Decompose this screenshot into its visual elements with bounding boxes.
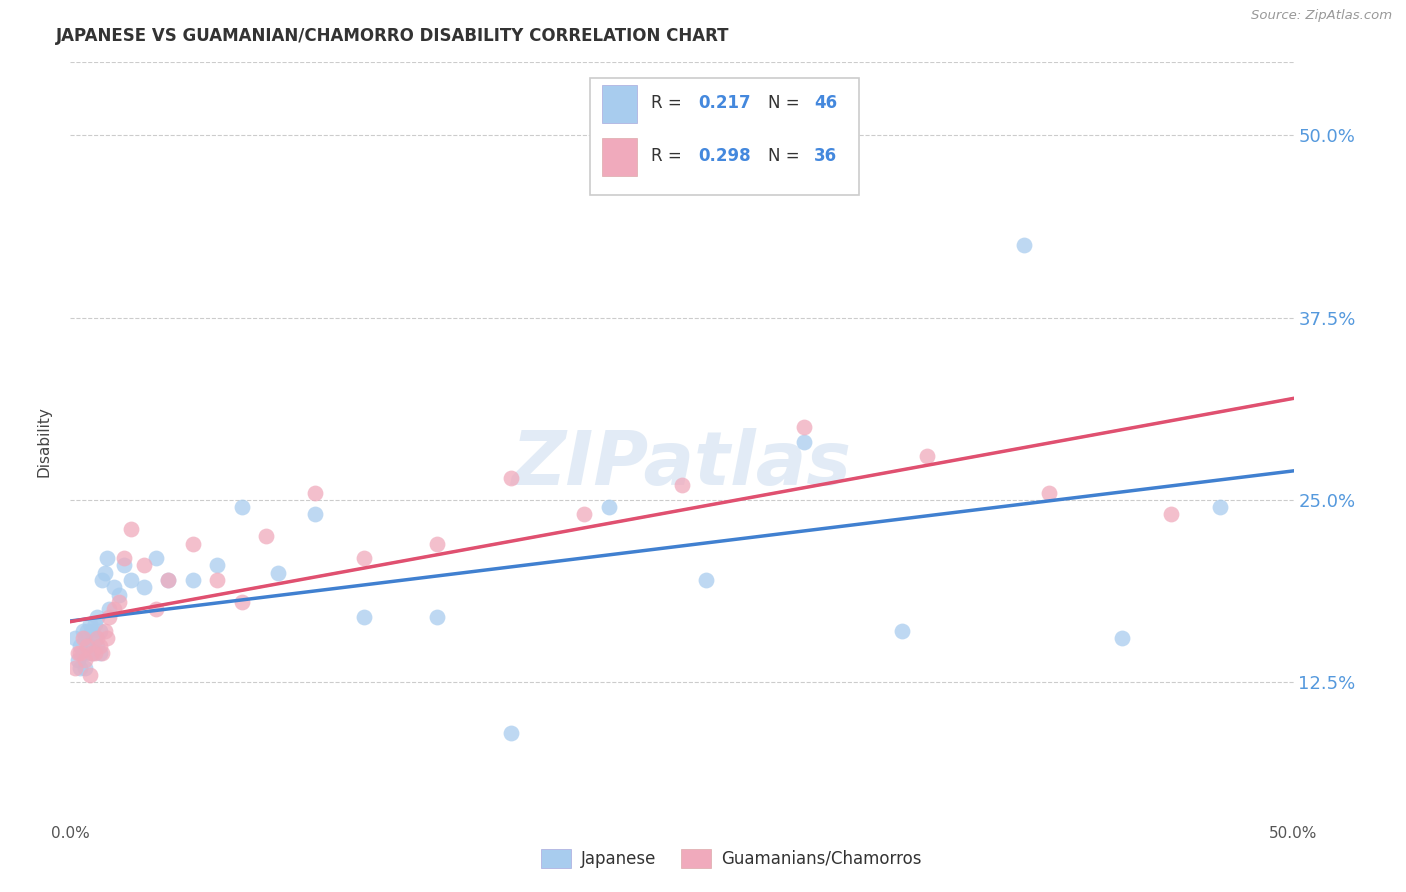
Point [1160, 508, 1182, 522]
Point [86, 609, 108, 624]
Point [63, 632, 86, 646]
Point [93, 624, 115, 639]
Point [89, 624, 111, 639]
Point [793, 434, 815, 449]
Point [69, 646, 91, 660]
Point [93, 566, 115, 580]
Point [73, 660, 96, 674]
Point [145, 551, 167, 566]
Point [121, 573, 143, 587]
Text: 0.298: 0.298 [697, 146, 751, 165]
FancyBboxPatch shape [602, 85, 637, 123]
Text: 46: 46 [814, 94, 837, 112]
Text: JAPANESE VS GUAMANIAN/CHAMORRO DISABILITY CORRELATION CHART: JAPANESE VS GUAMANIAN/CHAMORRO DISABILIT… [56, 27, 730, 45]
Text: R =: R = [651, 94, 688, 112]
Point [96, 632, 118, 646]
Point [205, 573, 228, 587]
Point [89, 639, 111, 653]
Point [108, 588, 131, 602]
Point [89, 646, 111, 660]
Point [695, 573, 717, 587]
Point [426, 536, 449, 550]
Point [231, 500, 253, 515]
Point [205, 558, 228, 573]
Point [86, 632, 108, 646]
FancyBboxPatch shape [591, 78, 859, 195]
Point [66, 646, 89, 660]
Point [231, 595, 253, 609]
Point [132, 558, 155, 573]
Point [353, 609, 375, 624]
Point [73, 632, 96, 646]
Point [66, 653, 89, 667]
Point [69, 639, 91, 653]
Point [1111, 632, 1133, 646]
Point [157, 573, 180, 587]
Point [82, 624, 104, 639]
FancyBboxPatch shape [602, 138, 637, 177]
Point [1209, 500, 1232, 515]
Point [572, 508, 595, 522]
Point [98, 602, 121, 616]
Point [793, 420, 815, 434]
Text: 36: 36 [814, 146, 837, 165]
Point [76, 624, 98, 639]
Point [671, 478, 693, 492]
Point [181, 536, 204, 550]
Point [91, 646, 114, 660]
Point [72, 632, 94, 646]
Text: ZIPatlas: ZIPatlas [512, 428, 852, 500]
Point [79, 639, 101, 653]
Point [254, 529, 277, 543]
Text: N =: N = [768, 94, 804, 112]
Point [1038, 485, 1060, 500]
Point [82, 646, 104, 660]
Point [304, 508, 326, 522]
Point [426, 609, 449, 624]
Point [69, 660, 91, 674]
Point [76, 646, 98, 660]
Point [108, 595, 131, 609]
Point [98, 609, 121, 624]
Text: Source: ZipAtlas.com: Source: ZipAtlas.com [1251, 9, 1392, 22]
Point [121, 522, 143, 536]
Legend: Japanese, Guamanians/Chamorros: Japanese, Guamanians/Chamorros [534, 842, 928, 875]
Point [598, 500, 620, 515]
Text: R =: R = [651, 146, 688, 165]
Point [73, 653, 96, 667]
Point [72, 624, 94, 639]
Point [353, 551, 375, 566]
Point [112, 558, 135, 573]
Point [112, 551, 135, 566]
Point [79, 616, 101, 631]
Point [82, 646, 104, 660]
Point [132, 580, 155, 594]
Point [891, 624, 914, 639]
Point [304, 485, 326, 500]
Point [145, 602, 167, 616]
Point [103, 580, 125, 594]
Point [499, 471, 522, 485]
Point [72, 646, 94, 660]
Point [79, 668, 101, 682]
Point [157, 573, 180, 587]
Point [499, 726, 522, 740]
Point [96, 551, 118, 566]
Point [83, 632, 105, 646]
Point [267, 566, 290, 580]
Point [83, 616, 105, 631]
Point [83, 646, 105, 660]
Point [63, 660, 86, 674]
Text: 0.217: 0.217 [697, 94, 751, 112]
Point [103, 602, 125, 616]
Y-axis label: Disability: Disability [37, 406, 52, 477]
Point [1014, 237, 1036, 252]
Point [86, 639, 108, 653]
Text: N =: N = [768, 146, 804, 165]
Point [181, 573, 204, 587]
Point [915, 449, 938, 463]
Point [91, 573, 114, 587]
Point [76, 639, 98, 653]
